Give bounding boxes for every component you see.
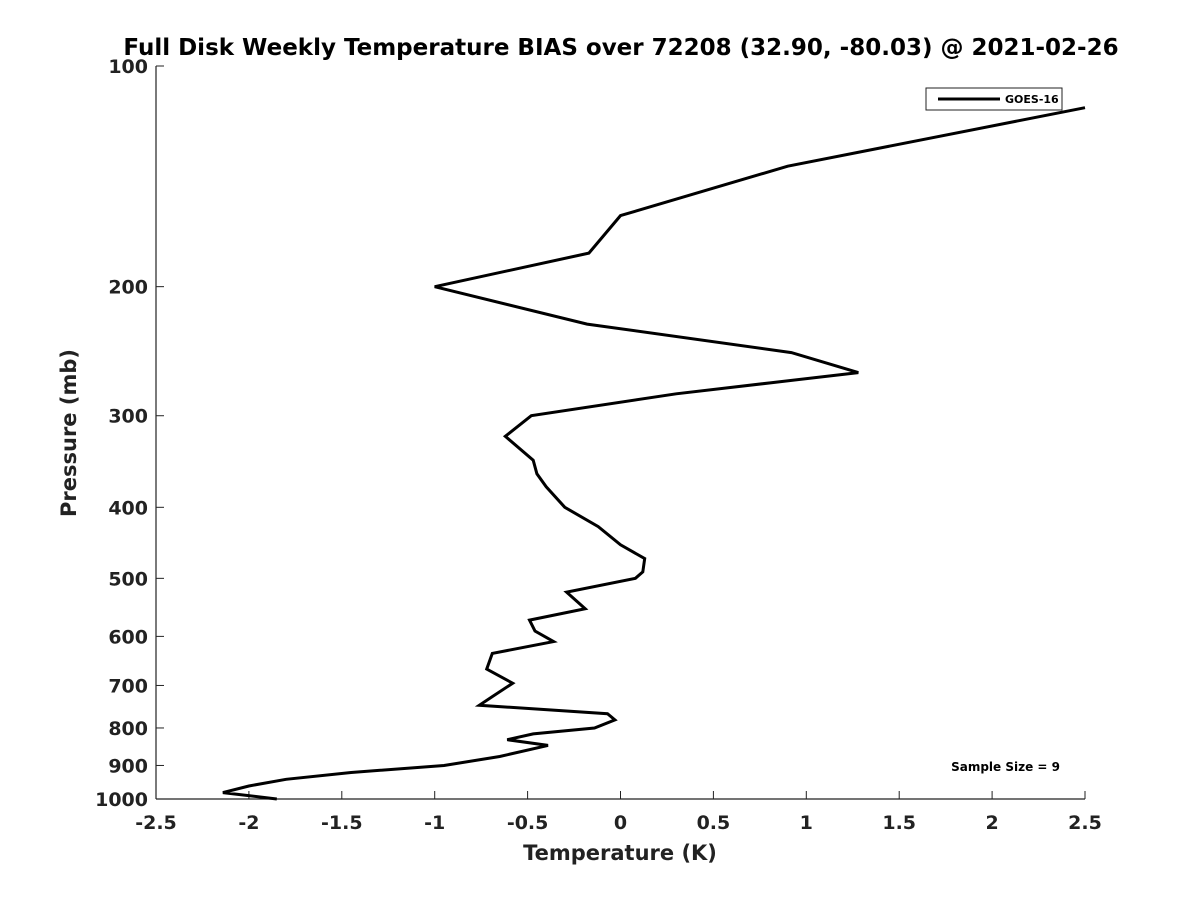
x-axis-ticks: -2.5 -2 -1.5 -1 -0.5 0 0.5 1 1.5 2 2.5 xyxy=(135,791,1102,834)
legend-entry-goes-16: GOES-16 xyxy=(1005,93,1059,106)
y-tick-label: 500 xyxy=(108,568,148,590)
series-line-goes-16 xyxy=(222,106,1086,801)
x-tick-label: -2.5 xyxy=(135,812,177,834)
x-tick-label: -0.5 xyxy=(507,812,549,834)
x-tick-label: 2 xyxy=(985,812,998,834)
x-tick-label: 1 xyxy=(800,812,813,834)
y-tick-label: 1000 xyxy=(95,789,148,811)
y-axis-ticks: 100 200 300 400 500 600 700 800 900 1000 xyxy=(95,56,164,811)
y-tick-label: 100 xyxy=(108,56,148,78)
x-tick-label: 1.5 xyxy=(882,812,916,834)
x-tick-label: -2 xyxy=(238,812,259,834)
y-tick-label: 400 xyxy=(108,497,148,519)
y-tick-label: 700 xyxy=(108,675,148,697)
legend: GOES-16 xyxy=(925,87,1063,111)
y-tick-label: 300 xyxy=(108,406,148,428)
x-tick-label: 0.5 xyxy=(697,812,731,834)
chart-title: Full Disk Weekly Temperature BIAS over 7… xyxy=(123,35,1118,61)
x-tick-label: -1.5 xyxy=(321,812,363,834)
x-axis-label: Temperature (K) xyxy=(523,841,717,865)
series-layer xyxy=(222,106,1086,801)
y-tick-label: 900 xyxy=(108,755,148,777)
x-tick-label: -1 xyxy=(424,812,445,834)
x-tick-label: 0 xyxy=(614,812,627,834)
y-tick-label: 800 xyxy=(108,718,148,740)
y-tick-label: 600 xyxy=(108,626,148,648)
sample-size-annotation: Sample Size = 9 xyxy=(951,760,1060,774)
x-tick-label: 2.5 xyxy=(1068,812,1102,834)
y-tick-label: 200 xyxy=(108,277,148,299)
y-axis-label: Pressure (mb) xyxy=(57,349,81,517)
